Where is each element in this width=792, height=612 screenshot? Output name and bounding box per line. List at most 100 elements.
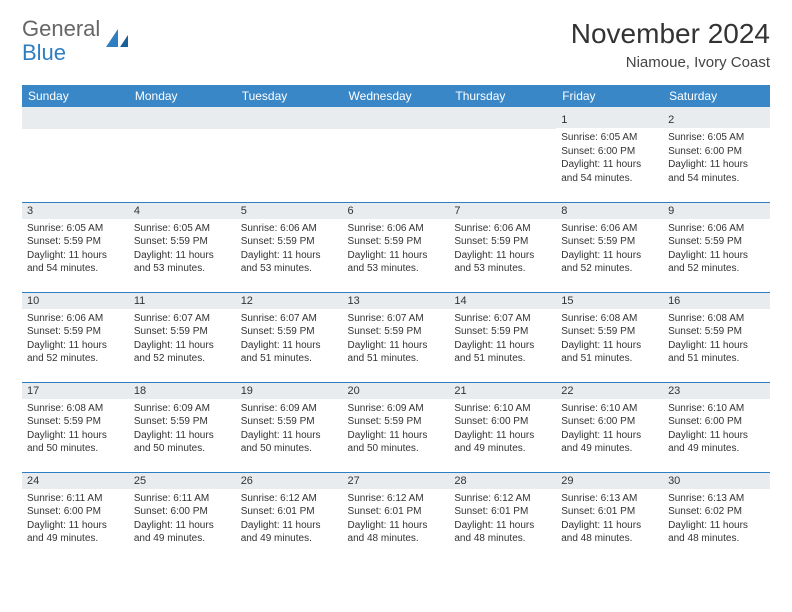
daylight-text: Daylight: 11 hours and 53 minutes. bbox=[348, 249, 445, 276]
sunrise-text: Sunrise: 6:12 AM bbox=[454, 492, 551, 506]
day-body: Sunrise: 6:06 AMSunset: 5:59 PMDaylight:… bbox=[663, 219, 770, 281]
sunset-text: Sunset: 5:59 PM bbox=[668, 235, 765, 249]
day-body: Sunrise: 6:10 AMSunset: 6:00 PMDaylight:… bbox=[556, 399, 663, 461]
calendar-day-cell: 3Sunrise: 6:05 AMSunset: 5:59 PMDaylight… bbox=[22, 202, 129, 292]
calendar-week-row: 24Sunrise: 6:11 AMSunset: 6:00 PMDayligh… bbox=[22, 472, 770, 562]
logo: General Blue bbox=[22, 18, 130, 64]
sunrise-text: Sunrise: 6:06 AM bbox=[348, 222, 445, 236]
calendar-day-cell bbox=[449, 112, 556, 202]
page-title: November 2024 bbox=[571, 18, 770, 50]
day-body: Sunrise: 6:05 AMSunset: 5:59 PMDaylight:… bbox=[22, 219, 129, 281]
sunset-text: Sunset: 6:00 PM bbox=[668, 145, 765, 159]
daylight-text: Daylight: 11 hours and 50 minutes. bbox=[348, 429, 445, 456]
daylight-text: Daylight: 11 hours and 52 minutes. bbox=[561, 249, 658, 276]
calendar-day-cell: 4Sunrise: 6:05 AMSunset: 5:59 PMDaylight… bbox=[129, 202, 236, 292]
day-body: Sunrise: 6:10 AMSunset: 6:00 PMDaylight:… bbox=[663, 399, 770, 461]
day-body: Sunrise: 6:08 AMSunset: 5:59 PMDaylight:… bbox=[22, 399, 129, 461]
sunrise-text: Sunrise: 6:12 AM bbox=[241, 492, 338, 506]
sunrise-text: Sunrise: 6:10 AM bbox=[561, 402, 658, 416]
sunset-text: Sunset: 5:59 PM bbox=[561, 325, 658, 339]
sunrise-text: Sunrise: 6:08 AM bbox=[668, 312, 765, 326]
daylight-text: Daylight: 11 hours and 48 minutes. bbox=[561, 519, 658, 546]
weekday-header-row: Sunday Monday Tuesday Wednesday Thursday… bbox=[22, 85, 770, 107]
sunset-text: Sunset: 5:59 PM bbox=[27, 325, 124, 339]
sunset-text: Sunset: 5:59 PM bbox=[348, 415, 445, 429]
sunset-text: Sunset: 5:59 PM bbox=[241, 415, 338, 429]
sunset-text: Sunset: 5:59 PM bbox=[134, 415, 231, 429]
sunset-text: Sunset: 5:59 PM bbox=[241, 325, 338, 339]
weekday-header: Monday bbox=[129, 85, 236, 107]
sunrise-text: Sunrise: 6:09 AM bbox=[134, 402, 231, 416]
daylight-text: Daylight: 11 hours and 49 minutes. bbox=[668, 429, 765, 456]
calendar-day-cell: 6Sunrise: 6:06 AMSunset: 5:59 PMDaylight… bbox=[343, 202, 450, 292]
daylight-text: Daylight: 11 hours and 50 minutes. bbox=[241, 429, 338, 456]
day-number: 28 bbox=[449, 473, 556, 489]
day-body: Sunrise: 6:06 AMSunset: 5:59 PMDaylight:… bbox=[449, 219, 556, 281]
weekday-header: Sunday bbox=[22, 85, 129, 107]
sunrise-text: Sunrise: 6:05 AM bbox=[561, 131, 658, 145]
calendar-day-cell: 25Sunrise: 6:11 AMSunset: 6:00 PMDayligh… bbox=[129, 472, 236, 562]
sunrise-text: Sunrise: 6:05 AM bbox=[668, 131, 765, 145]
sunset-text: Sunset: 6:00 PM bbox=[134, 505, 231, 519]
sunrise-text: Sunrise: 6:08 AM bbox=[561, 312, 658, 326]
page-header: General Blue November 2024 Niamoue, Ivor… bbox=[22, 18, 770, 71]
weekday-header: Wednesday bbox=[343, 85, 450, 107]
calendar-day-cell: 19Sunrise: 6:09 AMSunset: 5:59 PMDayligh… bbox=[236, 382, 343, 472]
day-number: 24 bbox=[22, 473, 129, 489]
calendar-day-cell: 17Sunrise: 6:08 AMSunset: 5:59 PMDayligh… bbox=[22, 382, 129, 472]
day-number: 6 bbox=[343, 203, 450, 219]
sunrise-text: Sunrise: 6:11 AM bbox=[134, 492, 231, 506]
calendar-day-cell: 24Sunrise: 6:11 AMSunset: 6:00 PMDayligh… bbox=[22, 472, 129, 562]
daylight-text: Daylight: 11 hours and 51 minutes. bbox=[668, 339, 765, 366]
sunset-text: Sunset: 5:59 PM bbox=[454, 235, 551, 249]
calendar-day-cell bbox=[343, 112, 450, 202]
calendar-day-cell: 9Sunrise: 6:06 AMSunset: 5:59 PMDaylight… bbox=[663, 202, 770, 292]
day-body: Sunrise: 6:11 AMSunset: 6:00 PMDaylight:… bbox=[22, 489, 129, 551]
calendar-week-row: 1Sunrise: 6:05 AMSunset: 6:00 PMDaylight… bbox=[22, 112, 770, 202]
daylight-text: Daylight: 11 hours and 51 minutes. bbox=[348, 339, 445, 366]
daylight-text: Daylight: 11 hours and 53 minutes. bbox=[134, 249, 231, 276]
sunset-text: Sunset: 6:01 PM bbox=[561, 505, 658, 519]
day-number bbox=[343, 112, 450, 129]
calendar-day-cell: 1Sunrise: 6:05 AMSunset: 6:00 PMDaylight… bbox=[556, 112, 663, 202]
calendar-day-cell: 15Sunrise: 6:08 AMSunset: 5:59 PMDayligh… bbox=[556, 292, 663, 382]
daylight-text: Daylight: 11 hours and 52 minutes. bbox=[27, 339, 124, 366]
calendar-day-cell: 29Sunrise: 6:13 AMSunset: 6:01 PMDayligh… bbox=[556, 472, 663, 562]
calendar-day-cell: 11Sunrise: 6:07 AMSunset: 5:59 PMDayligh… bbox=[129, 292, 236, 382]
calendar-day-cell: 30Sunrise: 6:13 AMSunset: 6:02 PMDayligh… bbox=[663, 472, 770, 562]
day-body: Sunrise: 6:08 AMSunset: 5:59 PMDaylight:… bbox=[663, 309, 770, 371]
weekday-header: Saturday bbox=[663, 85, 770, 107]
day-number: 16 bbox=[663, 293, 770, 309]
calendar-day-cell: 14Sunrise: 6:07 AMSunset: 5:59 PMDayligh… bbox=[449, 292, 556, 382]
weekday-header: Thursday bbox=[449, 85, 556, 107]
day-number: 12 bbox=[236, 293, 343, 309]
calendar-week-row: 17Sunrise: 6:08 AMSunset: 5:59 PMDayligh… bbox=[22, 382, 770, 472]
day-number: 15 bbox=[556, 293, 663, 309]
calendar-table: Sunday Monday Tuesday Wednesday Thursday… bbox=[22, 85, 770, 562]
day-number: 19 bbox=[236, 383, 343, 399]
calendar-day-cell: 22Sunrise: 6:10 AMSunset: 6:00 PMDayligh… bbox=[556, 382, 663, 472]
sunset-text: Sunset: 5:59 PM bbox=[27, 415, 124, 429]
title-block: November 2024 Niamoue, Ivory Coast bbox=[571, 18, 770, 71]
weekday-header: Friday bbox=[556, 85, 663, 107]
day-number: 23 bbox=[663, 383, 770, 399]
day-body: Sunrise: 6:08 AMSunset: 5:59 PMDaylight:… bbox=[556, 309, 663, 371]
daylight-text: Daylight: 11 hours and 53 minutes. bbox=[241, 249, 338, 276]
daylight-text: Daylight: 11 hours and 54 minutes. bbox=[561, 158, 658, 185]
day-number: 2 bbox=[663, 112, 770, 128]
day-number: 3 bbox=[22, 203, 129, 219]
sunrise-text: Sunrise: 6:09 AM bbox=[348, 402, 445, 416]
daylight-text: Daylight: 11 hours and 48 minutes. bbox=[668, 519, 765, 546]
calendar-day-cell: 10Sunrise: 6:06 AMSunset: 5:59 PMDayligh… bbox=[22, 292, 129, 382]
day-body: Sunrise: 6:05 AMSunset: 6:00 PMDaylight:… bbox=[663, 128, 770, 190]
sunrise-text: Sunrise: 6:12 AM bbox=[348, 492, 445, 506]
day-number: 27 bbox=[343, 473, 450, 489]
sunset-text: Sunset: 5:59 PM bbox=[27, 235, 124, 249]
logo-text-blue: Blue bbox=[22, 42, 100, 64]
day-number bbox=[129, 112, 236, 129]
day-body: Sunrise: 6:09 AMSunset: 5:59 PMDaylight:… bbox=[343, 399, 450, 461]
page-subtitle: Niamoue, Ivory Coast bbox=[571, 54, 770, 71]
daylight-text: Daylight: 11 hours and 49 minutes. bbox=[241, 519, 338, 546]
calendar-day-cell: 18Sunrise: 6:09 AMSunset: 5:59 PMDayligh… bbox=[129, 382, 236, 472]
calendar-day-cell: 5Sunrise: 6:06 AMSunset: 5:59 PMDaylight… bbox=[236, 202, 343, 292]
